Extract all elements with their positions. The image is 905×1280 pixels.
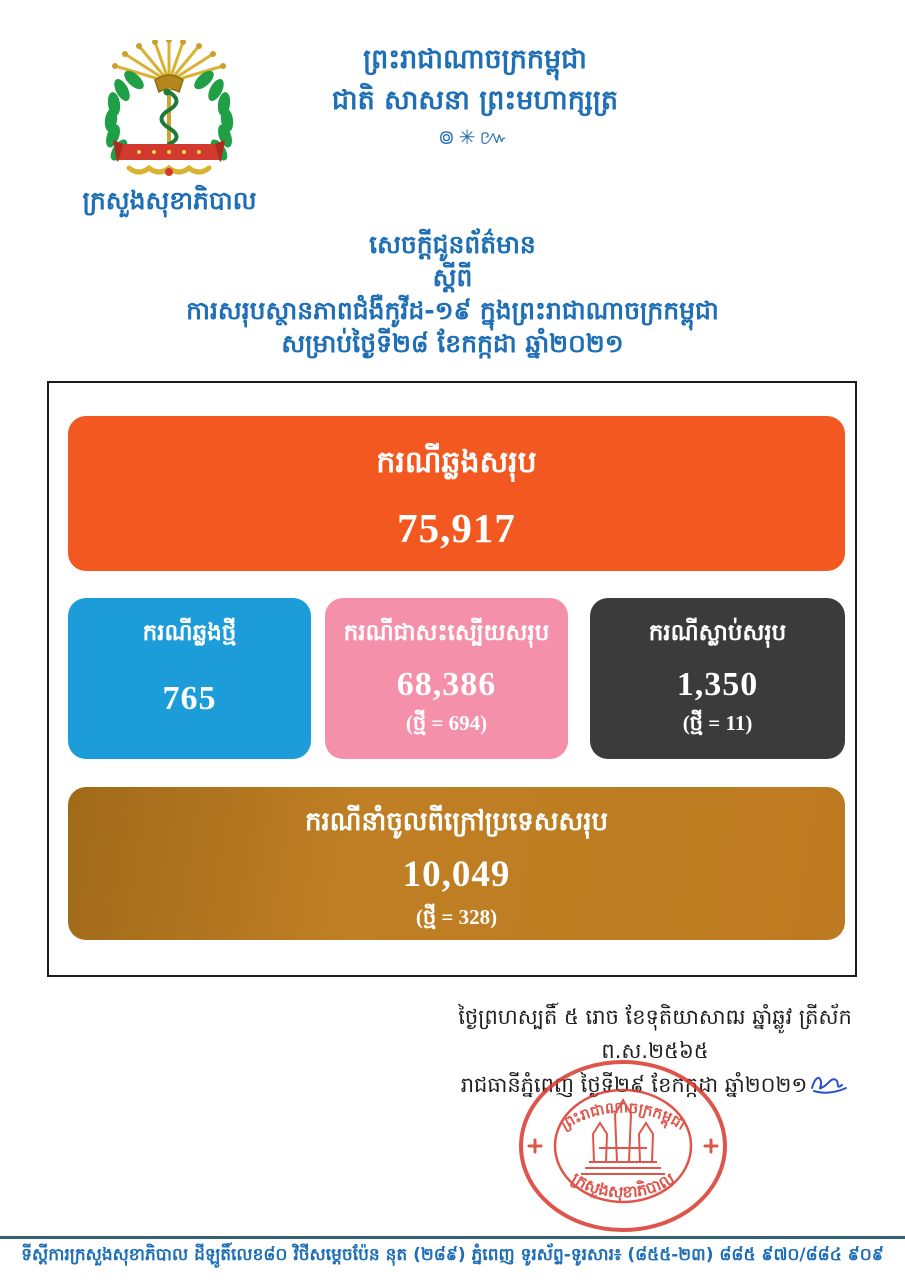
total-cases-label: ករណីឆ្លងសរុប <box>376 445 537 480</box>
new-cases-card: ករណីឆ្លងថ្មី 765 <box>68 598 311 759</box>
signature-mark <box>809 1072 849 1106</box>
total-cases-card: ករណីឆ្លងសរុប 75,917 <box>68 416 845 571</box>
official-red-stamp: ព្រះរាជាណាចក្រកម្ពុជា ក្រសួងសុខាភិបាល <box>503 1056 743 1236</box>
notice-title: សេចក្តីជូនព័ត៌មាន <box>369 230 536 259</box>
gregorian-date-line: រាជធានីភ្នំពេញ ថ្ងៃទី២៩ ខែកក្កដា ឆ្នាំ២០… <box>415 1068 895 1106</box>
date-block: ថ្ងៃព្រហស្បតិ៍ ៥ រោច ខែទុតិយាសាឍ ឆ្នាំឆ្… <box>415 1000 895 1106</box>
stamp-icon: ព្រះរាជាណាចក្រកម្ពុជា ក្រសួងសុខាភិបាល <box>519 1060 727 1232</box>
ministry-logo-block: ក្រសួងសុខាភិបាល <box>62 37 277 222</box>
kingdom-header: ព្រះរាជាណាចក្រកម្ពុជា ជាតិ សាសនា ព្រះមហា… <box>240 40 710 152</box>
imported-label: ករណីនាំចូលពីក្រៅប្រទេសសរុប <box>304 807 609 837</box>
recovered-value: 68,386 <box>396 666 497 703</box>
total-cases-value: 75,917 <box>397 505 516 551</box>
imported-value: 10,049 <box>402 854 511 895</box>
imported-cases-card: ករណីនាំចូលពីក្រៅប្រទេសសរុប 10,049 (ថ្មី … <box>68 787 845 940</box>
recovered-new-note: (ថ្មី = 694) <box>405 711 488 735</box>
notice-title-block: សេចក្តីជូនព័ត៌មាន ស្តីពី ការសរុបស្ថានភាព… <box>80 228 825 360</box>
deaths-label: ករណីស្លាប់សរុប <box>648 620 787 646</box>
ministry-of-health-logo-icon <box>104 37 234 176</box>
deaths-card: ករណីស្លាប់សរុប 1,350 (ថ្មី = 11) <box>590 598 845 759</box>
deaths-new-note: (ថ្មី = 11) <box>682 711 753 735</box>
notice-subtitle: ស្តីពី <box>432 263 473 292</box>
gregorian-date-text: រាជធានីភ្នំពេញ ថ្ងៃទី២៩ ខែកក្កដា ឆ្នាំ២០… <box>460 1073 808 1097</box>
new-cases-label: ករណីឆ្លងថ្មី <box>142 620 237 646</box>
covid-stats-frame: ករណីឆ្លងសរុប 75,917 ករណីឆ្លងថ្មី 765 ករណ… <box>47 381 857 977</box>
header-ornament: ៙✳៚ <box>438 125 512 149</box>
deaths-value: 1,350 <box>676 666 759 703</box>
footer-divider <box>0 1236 905 1239</box>
ministry-name: ក្រសួងសុខាភិបាល <box>82 186 257 215</box>
new-cases-value: 765 <box>162 680 217 717</box>
recovered-card: ករណីជាសះស្បើយសរុប 68,386 (ថ្មី = 694) <box>325 598 568 759</box>
recovered-label: ករណីជាសះស្បើយសរុប <box>343 620 550 646</box>
national-motto: ជាតិ សាសនា ព្រះមហាក្សត្រ <box>331 85 619 116</box>
kingdom-title: ព្រះរាជាណាចក្រកម្ពុជា <box>363 44 587 75</box>
footer-address: ទីស្តីការក្រសួងសុខាភិបាល ដីឡូតិ៍លេខ៨០ វិ… <box>21 1245 884 1265</box>
lunar-date-line: ថ្ងៃព្រហស្បតិ៍ ៥ រោច ខែទុតិយាសាឍ ឆ្នាំឆ្… <box>458 1005 852 1063</box>
notice-subject: ការសរុបស្ថានភាពជំងឺកូវីដ-១៩ ក្នុងព្រះរាជ… <box>186 296 719 325</box>
imported-new-note: (ថ្មី = 328) <box>415 905 498 929</box>
notice-date: សម្រាប់ថ្ងៃទី២៨ ខែកក្កដា ឆ្នាំ២០២១ <box>281 329 624 358</box>
